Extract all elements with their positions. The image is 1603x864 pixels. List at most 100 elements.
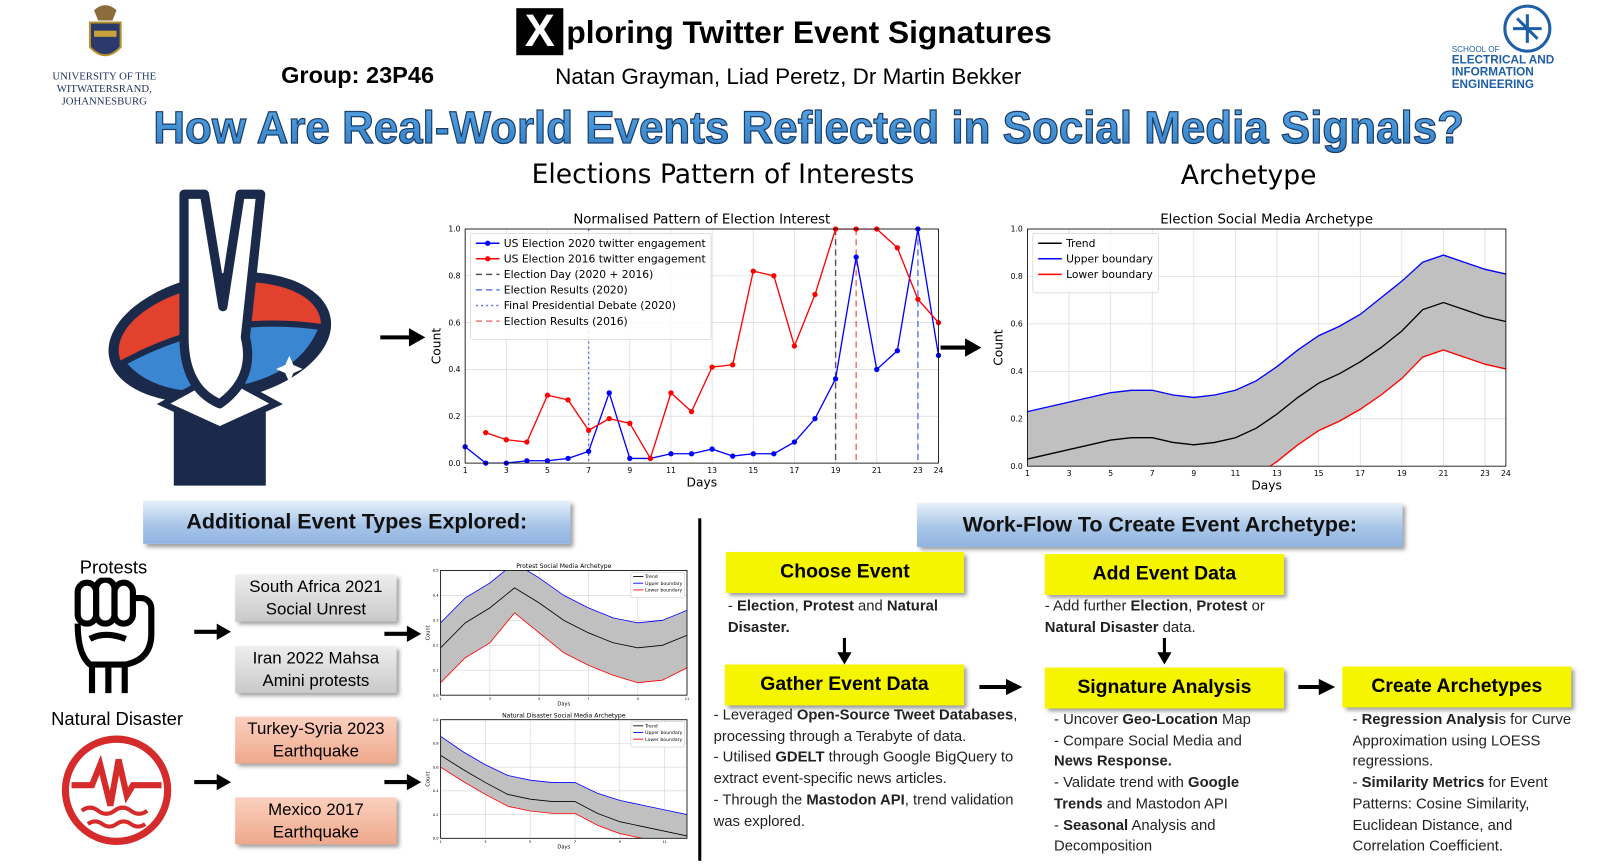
x-tick-label: 1 xyxy=(439,697,441,701)
marker xyxy=(791,343,798,349)
school-line: ELECTRICAL AND xyxy=(1451,54,1555,67)
bold-run: Protest xyxy=(1196,598,1248,615)
x-tick-label: 1 xyxy=(439,840,441,844)
legend-label: Lower boundary xyxy=(645,737,682,743)
marker xyxy=(565,397,571,403)
paragraph: - Add further Election, Protest or Natur… xyxy=(1045,596,1290,638)
question-svg: How Are Real-World Events Reflected in S… xyxy=(153,102,1465,154)
step-text: - Add further Election, Protest or Natur… xyxy=(1045,596,1290,638)
arrow xyxy=(194,773,232,791)
marker xyxy=(627,420,633,426)
marker xyxy=(812,291,818,298)
plot-frame xyxy=(440,719,688,839)
step-text: - Election, Protest and Natural Disaster… xyxy=(728,596,965,638)
bold-run: Election xyxy=(1130,598,1189,615)
x-tick-label: 7 xyxy=(587,697,589,701)
text-run: - Leveraged xyxy=(713,707,797,724)
chart-title: Election Social Media Archetype xyxy=(1160,213,1373,228)
paragraph: - Election, Protest and Natural Disaster… xyxy=(728,596,965,638)
divider xyxy=(698,518,702,861)
text-run: - xyxy=(1054,817,1064,834)
event-line: Earthquake xyxy=(272,822,360,842)
event-line: Iran 2022 Mahsa xyxy=(252,649,380,668)
text-run: and xyxy=(853,598,887,615)
x-tick-label: 9 xyxy=(627,466,632,475)
x-tick-label: 13 xyxy=(707,466,717,475)
arrow xyxy=(979,678,1023,696)
wits-crest xyxy=(88,5,122,57)
legend-label: Upper boundary xyxy=(1066,253,1154,266)
chart: Normalised Pattern of Election Interest 0… xyxy=(429,213,943,490)
x-tick-label: 11 xyxy=(666,466,676,475)
arrow xyxy=(194,623,232,640)
paragraph: - Uncover Geo-Location Map xyxy=(1054,709,1274,730)
x-tick-label: 19 xyxy=(1397,469,1407,478)
bold-run: Natural Disaster. xyxy=(727,598,938,636)
bold-run: Open-Source Tweet Databases xyxy=(796,707,1014,724)
event-box: South Africa 2021 Social Unrest xyxy=(235,574,397,622)
bold-run: Election xyxy=(736,598,795,615)
marker xyxy=(688,408,695,415)
x-axis-label: Days xyxy=(687,476,718,490)
series-line xyxy=(440,587,687,649)
text-run: , processing through a Terabyte of data. xyxy=(713,707,1018,745)
x-tick-label: 3 xyxy=(1067,469,1072,478)
x-tick-label: 24 xyxy=(1501,469,1511,478)
marker xyxy=(771,273,777,279)
x-tick-label: 1 xyxy=(463,466,468,475)
marker xyxy=(606,415,612,422)
paragraph: - Leveraged Open-Source Tweet Databases,… xyxy=(714,705,1026,747)
y-axis-label: Count xyxy=(425,625,431,640)
y-tick-label: 0.2 xyxy=(1011,414,1023,423)
marker xyxy=(688,451,695,457)
event-box: Mexico 2017 Earthquake xyxy=(235,797,397,845)
school-name: ELECTRICAL AND INFORMATION ENGINEERING xyxy=(1452,54,1555,91)
x-tick-label: 17 xyxy=(1355,469,1365,478)
plot xyxy=(440,570,687,684)
x-tick-label: 15 xyxy=(748,466,758,475)
x-tick-label: 9 xyxy=(637,697,640,701)
x-tick-label: 9 xyxy=(619,840,622,844)
chart-title: Normalised Pattern of Election Interest xyxy=(573,213,830,228)
marker xyxy=(524,458,530,464)
university-line: WITWATERSRAND, xyxy=(56,83,152,96)
text-run: s for Curve Approximation using LOESS re… xyxy=(1352,711,1572,771)
series-line xyxy=(440,612,687,684)
legend-box xyxy=(470,232,712,340)
marker xyxy=(771,451,777,457)
authors: Natan Grayman, Liad Peretz, Dr Martin Be… xyxy=(555,63,1022,89)
paragraph: - Through the Mastodon API, trend valida… xyxy=(714,790,1026,832)
chart: Election Social Media Archetype 0.0 0.2 0.4… xyxy=(992,213,1511,493)
bold-run: Google Trends xyxy=(1054,775,1240,813)
event-line: Social Unrest xyxy=(265,600,367,619)
x-tick-label: 11 xyxy=(685,697,690,701)
series-line xyxy=(465,228,939,464)
marker xyxy=(544,392,551,398)
step-text: - Regression Analysis for Curve Approxim… xyxy=(1353,709,1573,857)
step-text: - Leveraged Open-Source Tweet Databases,… xyxy=(714,705,1026,832)
x-tick-label: 7 xyxy=(1150,469,1155,478)
arrow xyxy=(837,637,852,665)
text-run: , trend validation was explored. xyxy=(713,792,1014,830)
step-title: Choose Event xyxy=(725,552,965,593)
legend-label: Upper boundary xyxy=(645,730,683,736)
y-tick-label: 1.0 xyxy=(448,225,460,234)
step-title: Signature Analysis xyxy=(1044,667,1285,709)
text-run: - Validate trend with xyxy=(1054,775,1189,792)
x-tick-label: 1 xyxy=(1025,469,1030,478)
step-title: Create Archetypes xyxy=(1342,666,1572,708)
text-run: - xyxy=(1352,711,1362,728)
legend-label: Final Presidential Debate (2020) xyxy=(504,299,676,312)
x-axis-label: Days xyxy=(557,845,570,851)
text-run: for Event Patterns: Cosine Similarity, E… xyxy=(1352,775,1548,855)
legend-label: Lower boundary xyxy=(1066,268,1153,281)
section-header: Work-Flow To Create Event Archetype: xyxy=(917,502,1403,547)
text-run: , xyxy=(794,598,803,615)
y-tick-label: 0.8 xyxy=(448,272,460,281)
y-tick-label: 0.2 xyxy=(433,644,439,648)
text-run: - xyxy=(727,598,737,615)
